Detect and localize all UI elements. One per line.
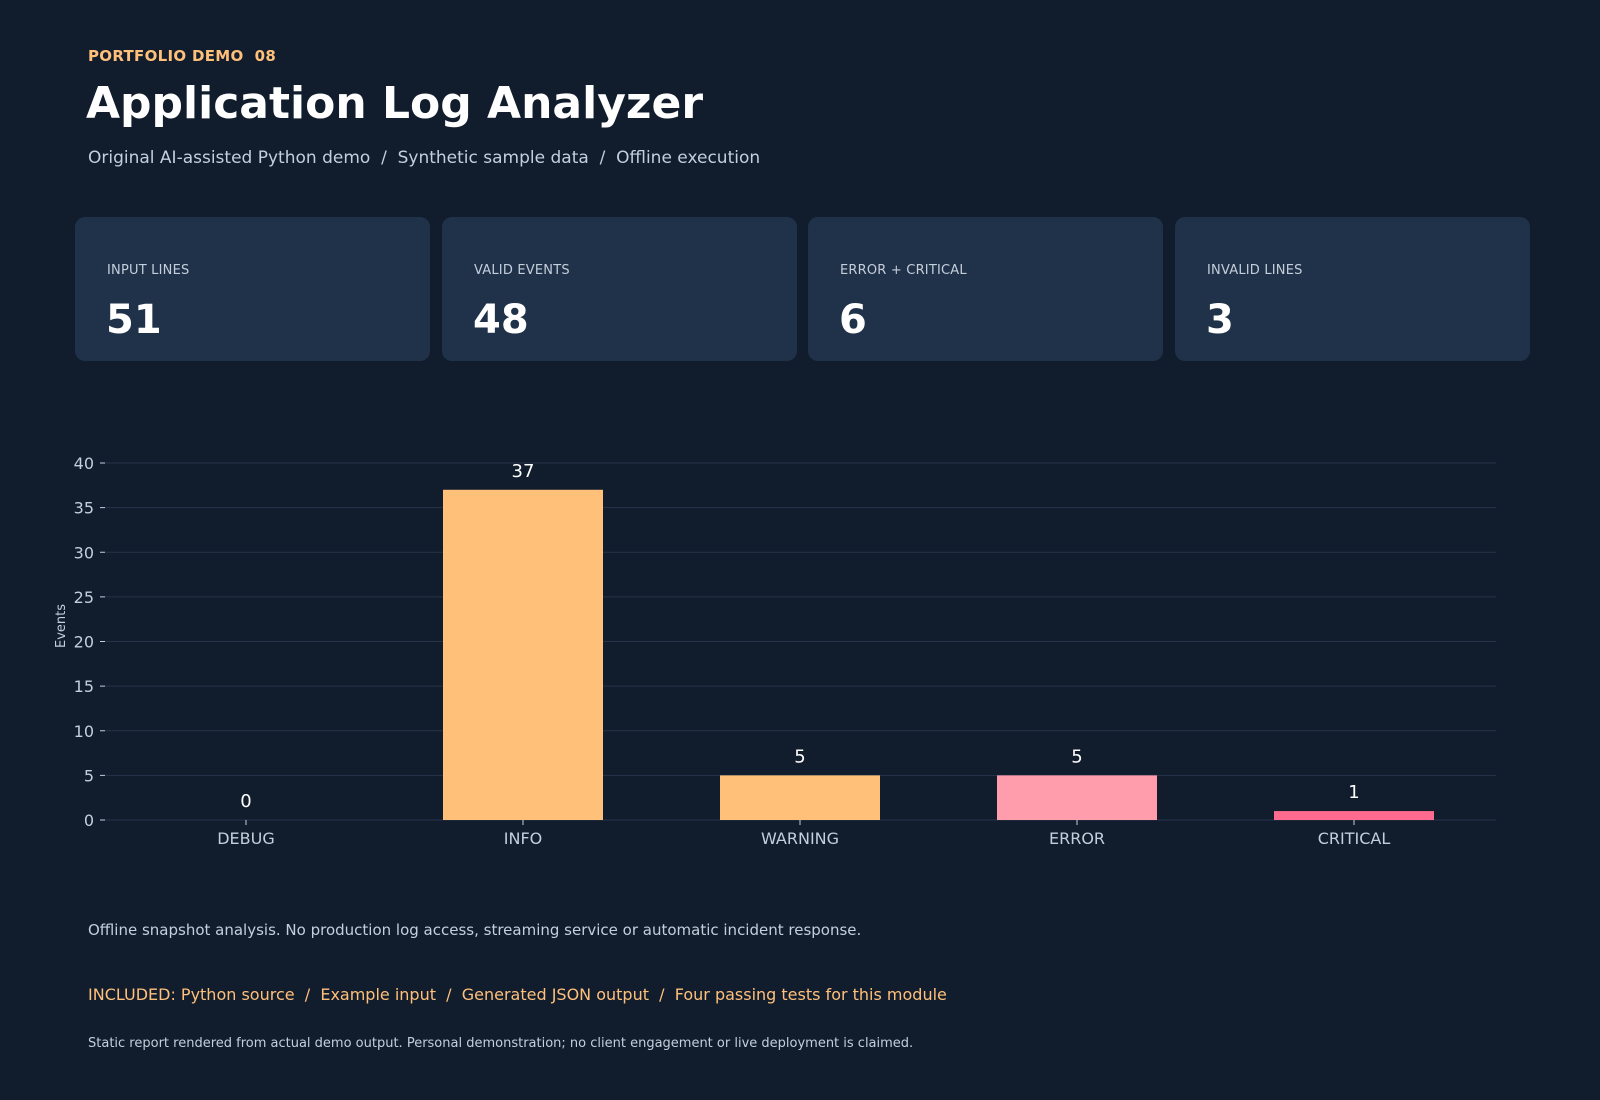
card-label: VALID EVENTS <box>474 263 570 278</box>
grid-lines <box>105 462 1496 821</box>
included-items: INCLUDED: Python source / Example input … <box>88 985 947 1004</box>
analysis-note: Offline snapshot analysis. No production… <box>88 921 862 939</box>
portfolio-kicker: PORTFOLIO DEMO 08 <box>88 47 277 65</box>
y-tick-label: 10 <box>74 722 94 741</box>
card-valid-events: VALID EVENTS 48 <box>442 217 797 361</box>
card-value: 51 <box>106 297 162 343</box>
y-tick-label: 15 <box>74 677 94 696</box>
bar-warning <box>720 775 880 820</box>
y-tick-label: 40 <box>74 454 94 473</box>
x-tick-label: DEBUG <box>217 829 275 848</box>
y-tick-label: 30 <box>74 543 94 562</box>
y-tick-label: 20 <box>74 633 94 652</box>
disclaimer: Static report rendered from actual demo … <box>88 1036 914 1051</box>
data-label: 37 <box>512 461 535 482</box>
bar-error <box>997 775 1157 820</box>
x-tick-label: ERROR <box>1049 829 1105 848</box>
level-bar-chart: 0 5 10 15 20 25 30 35 40 0 37 5 5 1 DEBUG INFO WARNING… <box>54 454 1496 848</box>
data-label: 1 <box>1348 782 1359 803</box>
x-axis-ticks: DEBUG INFO WARNING ERROR CRITICAL <box>217 820 1390 848</box>
page-subtitle: Original AI-assisted Python demo / Synth… <box>88 148 761 168</box>
card-input-lines: INPUT LINES 51 <box>75 217 430 361</box>
y-tick-label: 0 <box>84 811 94 830</box>
y-axis-label: Events <box>54 604 69 648</box>
card-label: INVALID LINES <box>1207 263 1303 278</box>
card-label: INPUT LINES <box>107 263 190 278</box>
bars: 0 37 5 5 1 <box>240 461 1434 820</box>
card-invalid-lines: INVALID LINES 3 <box>1175 217 1530 361</box>
card-value: 3 <box>1206 297 1234 343</box>
data-label: 5 <box>794 746 805 767</box>
card-value: 48 <box>473 297 529 343</box>
bar-critical <box>1274 811 1434 820</box>
card-value: 6 <box>839 297 867 343</box>
y-tick-label: 35 <box>74 499 94 518</box>
y-tick-label: 25 <box>74 588 94 607</box>
y-axis-ticks: 0 5 10 15 20 25 30 35 40 <box>74 454 105 830</box>
card-label: ERROR + CRITICAL <box>840 263 967 278</box>
x-tick-label: INFO <box>504 829 542 848</box>
bar-info <box>443 489 603 820</box>
data-label: 0 <box>240 791 251 812</box>
page-title: Application Log Analyzer <box>86 78 704 129</box>
card-error-critical: ERROR + CRITICAL 6 <box>808 217 1163 361</box>
summary-cards: INPUT LINES 51 VALID EVENTS 48 ERROR + C… <box>75 217 1530 361</box>
y-tick-label: 5 <box>84 766 94 785</box>
x-tick-label: WARNING <box>761 829 839 848</box>
x-tick-label: CRITICAL <box>1318 829 1391 848</box>
data-label: 5 <box>1071 746 1082 767</box>
